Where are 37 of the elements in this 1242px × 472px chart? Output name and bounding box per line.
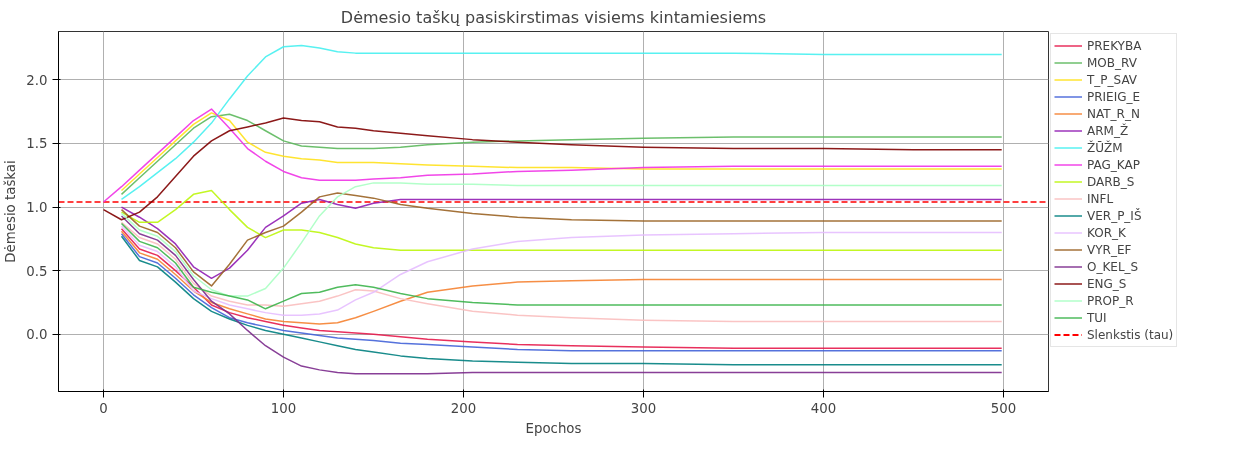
y-tick-label: 2.0 xyxy=(26,72,48,88)
legend-label: MOB_RV xyxy=(1087,54,1137,71)
y-tick-label: 0.0 xyxy=(26,327,48,343)
line-series xyxy=(120,44,1003,201)
legend-label: PAG_KAP xyxy=(1087,156,1140,173)
legend-label: VER_P_IŠ xyxy=(1087,207,1142,224)
legend-label: ŽŪŽM xyxy=(1087,139,1123,156)
chart-title: Dėmesio taškų pasiskirstimas visiems kintamiesiems xyxy=(340,7,767,27)
y-tick-label: 1.5 xyxy=(26,136,48,152)
legend-label: KOR_K xyxy=(1087,224,1126,241)
line-series xyxy=(120,215,1003,375)
legend-label: NAT_R_N xyxy=(1087,105,1140,122)
x-tick-label: 0 xyxy=(99,400,108,416)
line-series xyxy=(120,182,1003,297)
legend-label: ARM_Ž xyxy=(1087,122,1129,139)
legend-label: VYR_EF xyxy=(1087,241,1132,258)
legend-label: DARB_S xyxy=(1087,173,1135,190)
x-tick-label: 200 xyxy=(450,400,477,416)
legend-label: PREKYBA xyxy=(1087,37,1142,54)
line-series xyxy=(102,117,1003,221)
legend-label: Slenkstis (tau) xyxy=(1087,326,1174,343)
line-series xyxy=(120,189,1003,252)
legend-label: PROP_R xyxy=(1087,292,1134,309)
x-tick-label: 500 xyxy=(990,400,1017,416)
y-tick-label: 0.5 xyxy=(26,263,48,279)
x-tick-label: 100 xyxy=(270,400,297,416)
legend-label: O_KEL_S xyxy=(1087,258,1139,275)
legend-label: PRIEIG_E xyxy=(1087,88,1141,105)
x-tick-label: 400 xyxy=(810,400,837,416)
legend-label: ENG_S xyxy=(1087,275,1127,292)
y-tick-label: 1.0 xyxy=(26,200,48,216)
y-axis-title: Dėmesio taškai xyxy=(3,160,19,263)
legend-label: INFL xyxy=(1087,190,1114,207)
legend-label: TUI xyxy=(1087,309,1107,326)
x-tick-label: 300 xyxy=(630,400,657,416)
x-axis-title: Epochos xyxy=(525,420,582,436)
legend-label: T_P_SAV xyxy=(1087,71,1138,88)
